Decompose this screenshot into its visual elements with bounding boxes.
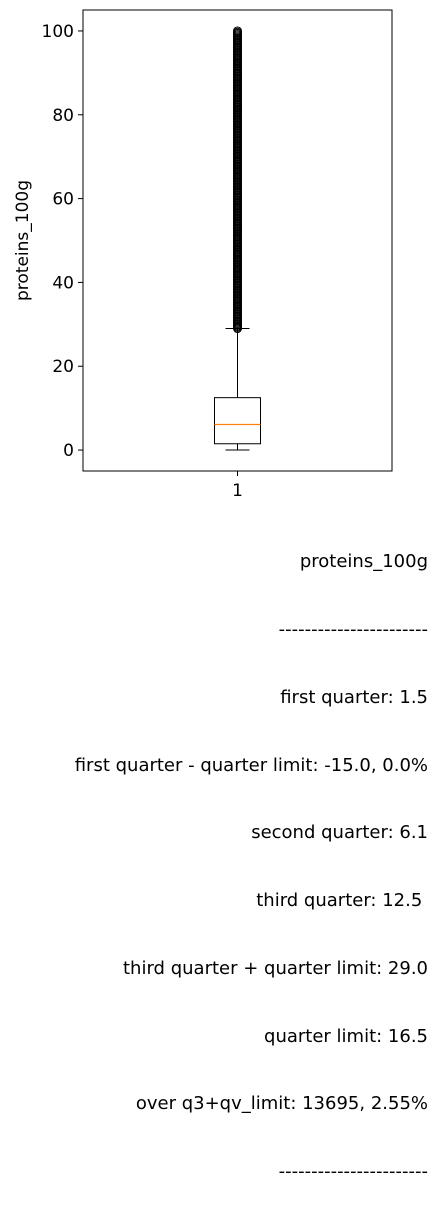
stats-second-quarter: second quarter: 6.1 [251, 822, 428, 844]
stats-first-limit: first quarter - quarter limit: -15.0, 0.… [74, 754, 428, 776]
stats-summary: proteins_100g ----------------------- fi… [75, 506, 428, 1206]
stats-title: proteins_100g [299, 551, 428, 573]
y-tick-label: 20 [52, 357, 74, 377]
stats-separator-bottom: ----------------------- [278, 1161, 428, 1183]
y-tick-label: 40 [52, 273, 74, 293]
box-plot: 0 20 40 60 80 100 1 proteins_100g [13, 9, 393, 501]
stats-over-limit: over q3+qv_limit: 13695, 2.55% [135, 1093, 428, 1115]
x-tick-label: 1 [232, 481, 243, 501]
y-tick-label: 100 [42, 22, 74, 42]
y-tick-label: 60 [52, 190, 74, 210]
stats-quarter-limit: quarter limit: 16.5 [264, 1025, 428, 1047]
y-tick-label: 0 [63, 441, 74, 461]
y-tick-label: 80 [52, 106, 74, 126]
stats-separator-top: ----------------------- [278, 618, 428, 640]
outlier-point [233, 26, 242, 36]
iqr-box [214, 397, 261, 445]
stats-first-quarter: first quarter: 1.5 [280, 686, 428, 708]
y-axis-label: proteins_100g [13, 180, 33, 301]
stats-third-quarter: third quarter: 12.5 [256, 890, 428, 912]
stats-third-limit: third quarter + quarter limit: 29.0 [123, 957, 428, 979]
